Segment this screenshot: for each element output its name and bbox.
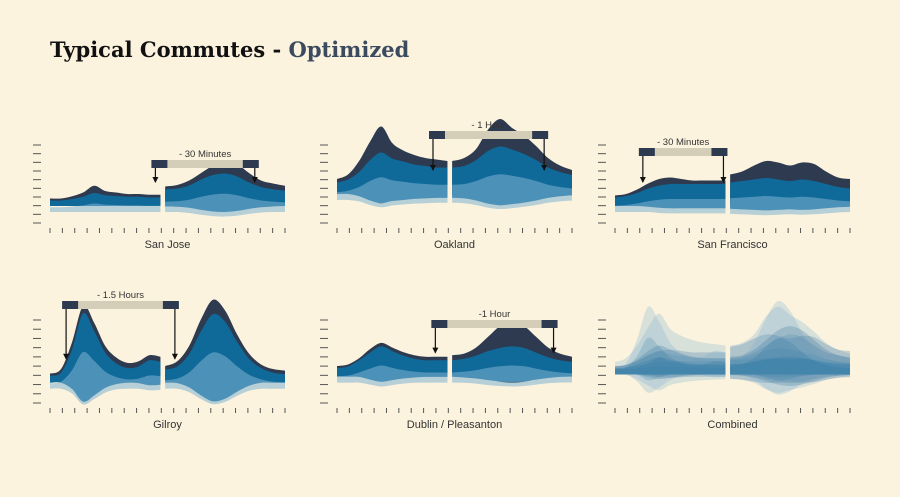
y-axis-ticks bbox=[320, 319, 328, 404]
combined-area-oakland bbox=[615, 313, 726, 391]
panel-label: San Francisco bbox=[697, 239, 767, 251]
chart-panel-4: - 1.5 Hours Gilroy bbox=[33, 290, 286, 431]
time-saved-label: - 1.5 Hours bbox=[97, 290, 144, 301]
area-lower-evening bbox=[730, 196, 850, 216]
time-saved-label: - 30 Minutes bbox=[657, 137, 710, 148]
x-axis-ticks bbox=[49, 408, 286, 413]
combined-area-core bbox=[615, 361, 726, 375]
title-accent: Optimized bbox=[288, 37, 410, 62]
time-saved-bar bbox=[64, 301, 177, 309]
time-saved-bar-end bbox=[541, 320, 558, 328]
time-saved-bar-end bbox=[532, 131, 549, 139]
chart-panel-1: - 30 Minutes San Jose bbox=[33, 144, 286, 251]
arrowhead-right bbox=[550, 347, 557, 354]
area-lower-morning bbox=[50, 203, 161, 212]
x-axis-ticks bbox=[614, 408, 851, 413]
y-axis-ticks bbox=[320, 144, 328, 224]
combined-area-gilroy bbox=[615, 306, 726, 393]
combined-area-dublin-pleasanton bbox=[730, 326, 850, 386]
y-axis-ticks bbox=[33, 144, 41, 224]
panel-label: Gilroy bbox=[153, 419, 182, 431]
arrowhead-left bbox=[639, 177, 646, 183]
time-saved-label: -1 Hour bbox=[479, 309, 511, 320]
time-saved-bar-start bbox=[429, 131, 445, 139]
combined-area-core bbox=[730, 337, 850, 381]
area-lower-morning bbox=[50, 351, 161, 405]
time-saved-bar-end bbox=[242, 160, 259, 168]
combined-area-core bbox=[615, 337, 726, 381]
time-saved-bar bbox=[153, 160, 257, 168]
combined-area-oakland bbox=[730, 306, 850, 393]
panel-label: Dublin / Pleasanton bbox=[407, 419, 502, 431]
arrowhead-left bbox=[63, 353, 70, 360]
combined-area-core bbox=[730, 348, 850, 378]
combined-area-san-jose bbox=[730, 334, 850, 384]
combined-area-core bbox=[730, 358, 850, 375]
time-saved-label: - 30 Minutes bbox=[179, 149, 232, 160]
area-lower-evening bbox=[165, 193, 285, 217]
area-lower-evening bbox=[452, 365, 572, 387]
combined-area-core bbox=[615, 365, 726, 375]
combined-area-gilroy bbox=[730, 300, 850, 395]
combined-area-core bbox=[730, 357, 850, 375]
time-saved-bar-start bbox=[431, 320, 448, 328]
page-title: Typical Commutes - Optimized bbox=[50, 37, 409, 62]
arrowhead-right bbox=[251, 177, 258, 183]
panel-label: Oakland bbox=[434, 239, 475, 251]
combined-area-san-francisco bbox=[615, 349, 726, 378]
x-axis-ticks bbox=[614, 228, 851, 233]
arrowhead-left bbox=[152, 177, 159, 183]
chart-panel-2: - 1 Hour Oakland bbox=[320, 118, 573, 251]
time-saved-bar bbox=[640, 148, 726, 156]
time-saved-bar bbox=[431, 131, 547, 139]
x-axis-ticks bbox=[336, 408, 573, 413]
time-saved-bar-start bbox=[151, 160, 168, 168]
panel-label: Combined bbox=[707, 419, 757, 431]
time-saved-bar bbox=[433, 320, 556, 328]
arrowhead-right bbox=[171, 353, 178, 360]
area-lower-morning bbox=[337, 365, 448, 387]
area-lower-evening bbox=[452, 174, 572, 210]
panel-label: San Jose bbox=[145, 239, 191, 251]
time-saved-bar-start bbox=[62, 301, 79, 309]
combined-area-core bbox=[615, 357, 726, 375]
y-axis-ticks bbox=[598, 319, 606, 404]
combined-area-san-jose bbox=[615, 357, 726, 376]
x-axis-ticks bbox=[336, 228, 573, 233]
chart-panel-3: - 30 Minutes San Francisco bbox=[598, 137, 851, 251]
area-lower-morning bbox=[337, 177, 448, 208]
arrowhead-right bbox=[541, 165, 548, 171]
arrowhead-right bbox=[720, 177, 727, 183]
combined-area-san-francisco bbox=[730, 334, 850, 384]
combined-area-core bbox=[730, 355, 850, 375]
x-axis-ticks bbox=[49, 228, 286, 233]
time-saved-bar-start bbox=[638, 148, 655, 156]
y-axis-ticks bbox=[33, 319, 41, 404]
combined-area-core bbox=[615, 351, 726, 377]
time-saved-bar-end bbox=[711, 148, 728, 156]
y-axis-ticks bbox=[598, 144, 606, 224]
chart-panel-6: Combined bbox=[598, 300, 851, 431]
area-lower-evening bbox=[165, 352, 285, 405]
area-main-morning bbox=[50, 192, 161, 206]
title-main: Typical Commutes - bbox=[50, 37, 289, 62]
arrowhead-left bbox=[430, 165, 436, 171]
chart-panel-5: -1 Hour Dublin / Pleasanton bbox=[320, 309, 573, 431]
combined-area-dublin-pleasanton bbox=[615, 345, 726, 380]
time-saved-label: - 1 Hour bbox=[471, 120, 505, 131]
area-lower-morning bbox=[615, 198, 726, 214]
time-saved-bar-end bbox=[162, 301, 179, 309]
arrowhead-left bbox=[432, 347, 439, 354]
